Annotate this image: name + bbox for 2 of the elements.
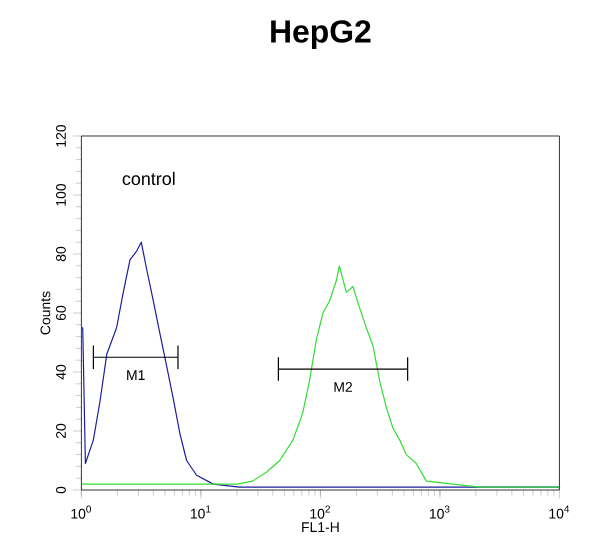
chart-title: HepG2	[271, 20, 371, 50]
annotation: control	[122, 171, 175, 186]
